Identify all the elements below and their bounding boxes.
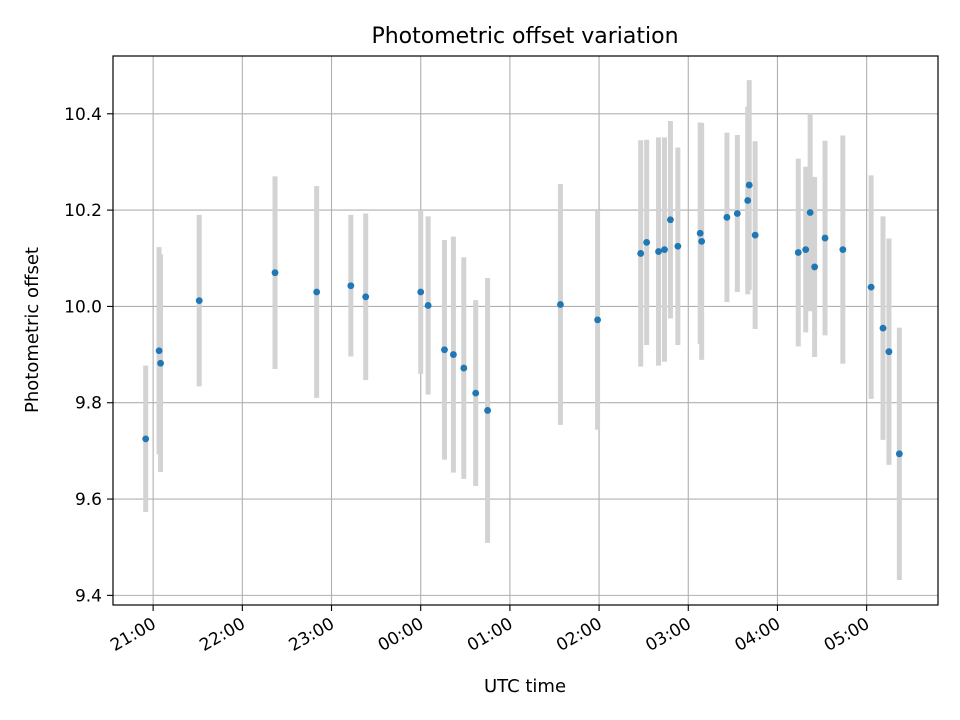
data-point	[424, 302, 432, 309]
data-point	[696, 229, 704, 237]
data-point	[441, 346, 448, 354]
data-point	[655, 248, 662, 255]
data-point	[667, 216, 674, 224]
data-point	[271, 269, 279, 277]
data-point	[811, 263, 819, 271]
data-point	[417, 288, 425, 296]
y-axis-label: Photometric offset	[22, 247, 43, 413]
data-point	[733, 210, 741, 217]
data-point	[806, 209, 814, 216]
data-point	[867, 283, 875, 291]
data-point	[347, 282, 355, 290]
data-point	[472, 389, 480, 397]
y-tick-label: 10.4	[64, 105, 102, 125]
y-tick-label: 10.2	[64, 201, 102, 221]
data-point	[794, 249, 802, 256]
y-tick-label: 10.0	[64, 297, 102, 317]
data-point	[362, 293, 370, 301]
data-point	[895, 450, 903, 458]
x-axis-label: UTC time	[484, 676, 566, 697]
grid	[113, 56, 938, 605]
data-point	[460, 364, 468, 372]
data-point	[450, 351, 457, 358]
data-point	[637, 250, 645, 257]
y-tick-label: 9.4	[75, 586, 102, 606]
data-point	[802, 246, 810, 253]
chart-title: Photometric offset variation	[371, 24, 678, 49]
data-point	[661, 246, 668, 253]
data-point	[155, 347, 163, 355]
data-point	[195, 297, 203, 305]
y-tick-label: 9.8	[75, 394, 102, 414]
data-point	[594, 316, 601, 324]
data-point	[723, 213, 731, 221]
data-point	[821, 234, 829, 242]
data-point	[751, 231, 759, 239]
y-axis-ticks: 9.4 9.6 9.8 10.0 10.2 10.4	[64, 105, 113, 606]
data-point	[885, 348, 893, 356]
data-point	[839, 246, 847, 253]
data-point	[557, 301, 564, 308]
data-points	[142, 181, 903, 458]
data-point	[142, 435, 150, 443]
data-point	[879, 324, 887, 332]
y-tick-label: 9.6	[75, 490, 102, 510]
data-point	[313, 288, 321, 296]
data-point	[745, 181, 753, 189]
plot-frame	[112, 55, 939, 606]
data-point	[698, 238, 706, 245]
data-point	[643, 238, 651, 246]
data-point	[484, 407, 491, 414]
data-point	[674, 242, 682, 250]
data-point	[744, 197, 752, 204]
data-point	[157, 359, 164, 367]
